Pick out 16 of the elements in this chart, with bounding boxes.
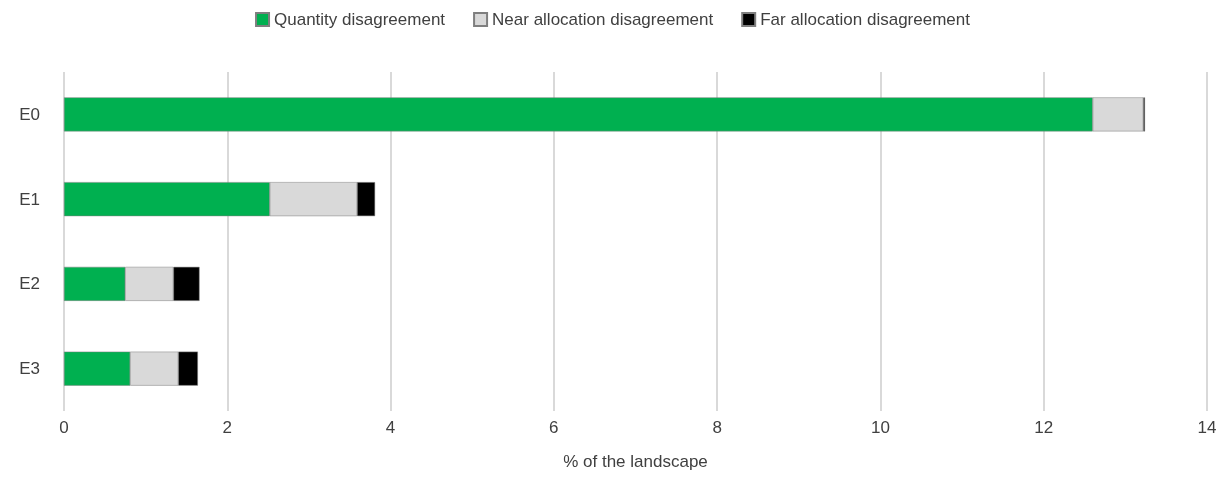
legend-label: Far allocation disagreement: [760, 10, 971, 29]
x-tick-label: 14: [1197, 418, 1217, 437]
legend-label: Near allocation disagreement: [492, 10, 714, 29]
y-tick-label: E3: [19, 359, 40, 379]
x-axis-title: % of the landscape: [563, 452, 708, 471]
x-tick-label: 10: [870, 418, 890, 437]
y-tick-label: E0: [19, 104, 40, 124]
x-tick-label: 12: [1034, 418, 1054, 437]
x-tick-label: 4: [385, 418, 396, 437]
legend-label: Quantity disagreement: [274, 10, 446, 29]
x-tick-label: 6: [549, 418, 559, 437]
y-tick-label: E1: [19, 189, 40, 209]
y-tick-label: E2: [19, 274, 40, 294]
x-tick-label: 2: [222, 418, 233, 437]
x-tick-label: 0: [59, 418, 69, 437]
x-tick-label: 8: [712, 418, 722, 437]
